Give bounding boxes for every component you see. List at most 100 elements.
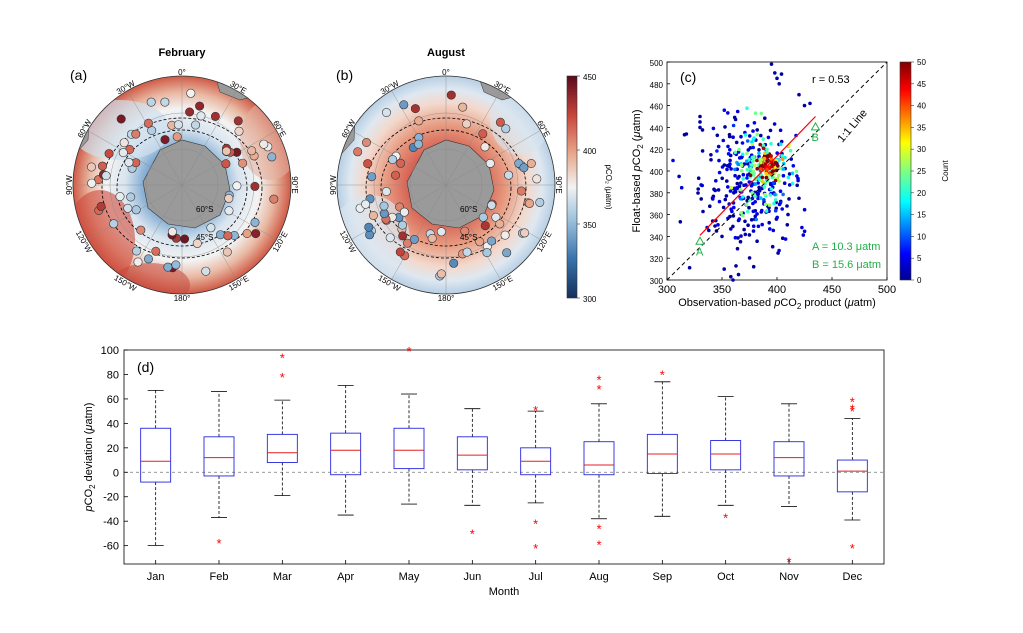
- float-marker: [126, 192, 136, 202]
- scatter-point: [795, 183, 799, 188]
- scatter-point: [757, 189, 762, 193]
- panel-a-australia: [259, 254, 291, 294]
- scatter-point: [699, 183, 703, 187]
- float-marker: [410, 104, 420, 114]
- scatter-point: [744, 202, 749, 207]
- map-colorbar-label: pCO₂ (μatm): [604, 164, 613, 209]
- panel-a-fronts: [101, 117, 263, 259]
- panel-a-map: (a) February 0°30°E60°E90°E120°E150°E180…: [65, 47, 299, 303]
- scatter-point: [728, 189, 733, 193]
- lon-label: 90°E: [290, 176, 299, 193]
- scatter-colorbar-bar: [899, 61, 912, 281]
- colorbar-tick-label: 20: [917, 189, 926, 198]
- scatter-point: [741, 213, 745, 218]
- scatter-point: [726, 185, 730, 189]
- scatter-point: [770, 175, 775, 180]
- scatter-point: [772, 201, 776, 206]
- float-marker: [251, 229, 261, 239]
- scatter-point: [764, 175, 769, 180]
- scatter-point: [700, 149, 705, 153]
- scatter-point: [770, 170, 774, 174]
- scatter-point: [754, 217, 758, 222]
- scatter-point: [750, 142, 755, 147]
- float-marker: [196, 111, 206, 121]
- scatter-point: [791, 164, 796, 168]
- box-oct: *: [710, 396, 742, 526]
- scatter-point: [698, 120, 702, 124]
- lon-label: 0°: [178, 68, 186, 77]
- scatter-point: [769, 154, 773, 158]
- float-marker: [485, 158, 495, 168]
- outlier-marker: *: [660, 367, 665, 382]
- float-marker: [124, 157, 134, 167]
- meridian-line: [127, 90, 183, 186]
- scatter-point: [767, 203, 772, 207]
- float-marker: [123, 203, 133, 213]
- float-marker: [242, 229, 252, 239]
- scatter-point: [745, 106, 749, 110]
- colorbar-tick-label: 400: [583, 147, 597, 156]
- scatter-point: [788, 148, 793, 153]
- lon-label: 90°W: [65, 175, 74, 195]
- scatter-point: [735, 109, 740, 114]
- float-marker: [115, 192, 125, 202]
- panel-d-x-label: Month: [489, 586, 520, 598]
- float-marker: [192, 238, 202, 248]
- scatter-point: [734, 264, 738, 268]
- scatter-point: [778, 142, 783, 146]
- panel-c-scatter: A B r = 0.53 1:1 Line A = 10.3 μatm B = …: [631, 59, 896, 311]
- scatter-point: [759, 111, 764, 116]
- float-marker: [367, 172, 377, 182]
- scatter-point: [745, 151, 749, 156]
- float-marker: [379, 201, 389, 211]
- colorbar-tick-label: 30: [917, 145, 926, 154]
- colorbar-tick-label: 45: [917, 80, 926, 89]
- scatter-point: [728, 148, 732, 152]
- colorbar-tick-label: 350: [583, 221, 597, 230]
- float-marker: [136, 225, 146, 235]
- scatter-point: [762, 185, 767, 189]
- float-marker: [119, 138, 129, 148]
- outlier-marker: *: [533, 541, 538, 556]
- map-colorbar-ticks: 300 350 400 450: [577, 73, 597, 304]
- scatter-point: [738, 239, 743, 244]
- scatter-point: [696, 191, 700, 195]
- float-marker: [167, 227, 177, 237]
- scatter-point: [745, 139, 750, 143]
- float-marker: [221, 159, 231, 169]
- scatter-point: [745, 167, 750, 172]
- scatter-point: [775, 76, 779, 81]
- scatter-point: [773, 160, 778, 165]
- y-tick-label: -60: [103, 541, 119, 553]
- scatter-point: [740, 141, 745, 145]
- scatter-point: [753, 111, 758, 115]
- scatter-point: [778, 166, 783, 171]
- x-tick-label: May: [399, 571, 420, 583]
- outlier-marker: *: [596, 522, 601, 537]
- scatter-point: [727, 134, 732, 139]
- float-marker: [247, 146, 257, 156]
- y-tick-label: 40: [107, 418, 119, 430]
- scatter-point: [711, 126, 716, 131]
- scatter-point: [735, 181, 740, 186]
- colorbar-tick-label: 450: [583, 73, 597, 82]
- scatter-point: [800, 225, 804, 230]
- scatter-point: [755, 128, 759, 132]
- scatter-point: [749, 184, 754, 188]
- meridian-line: [181, 90, 237, 186]
- scatter-point: [717, 170, 722, 175]
- scatter-point: [732, 205, 736, 210]
- scatter-point: [761, 137, 766, 141]
- float-marker: [385, 233, 395, 243]
- y-tick-label: 460: [650, 103, 664, 112]
- scatter-point: [747, 134, 752, 138]
- scatter-point: [745, 173, 750, 177]
- float-marker: [131, 129, 141, 139]
- scatter-point: [737, 147, 741, 152]
- panel-d-axes-frame: [123, 349, 885, 565]
- y-tick-label: -20: [103, 492, 119, 504]
- float-marker: [361, 199, 371, 209]
- scatter-point: [677, 174, 681, 179]
- float-marker: [535, 197, 545, 207]
- scatter-point: [761, 180, 765, 184]
